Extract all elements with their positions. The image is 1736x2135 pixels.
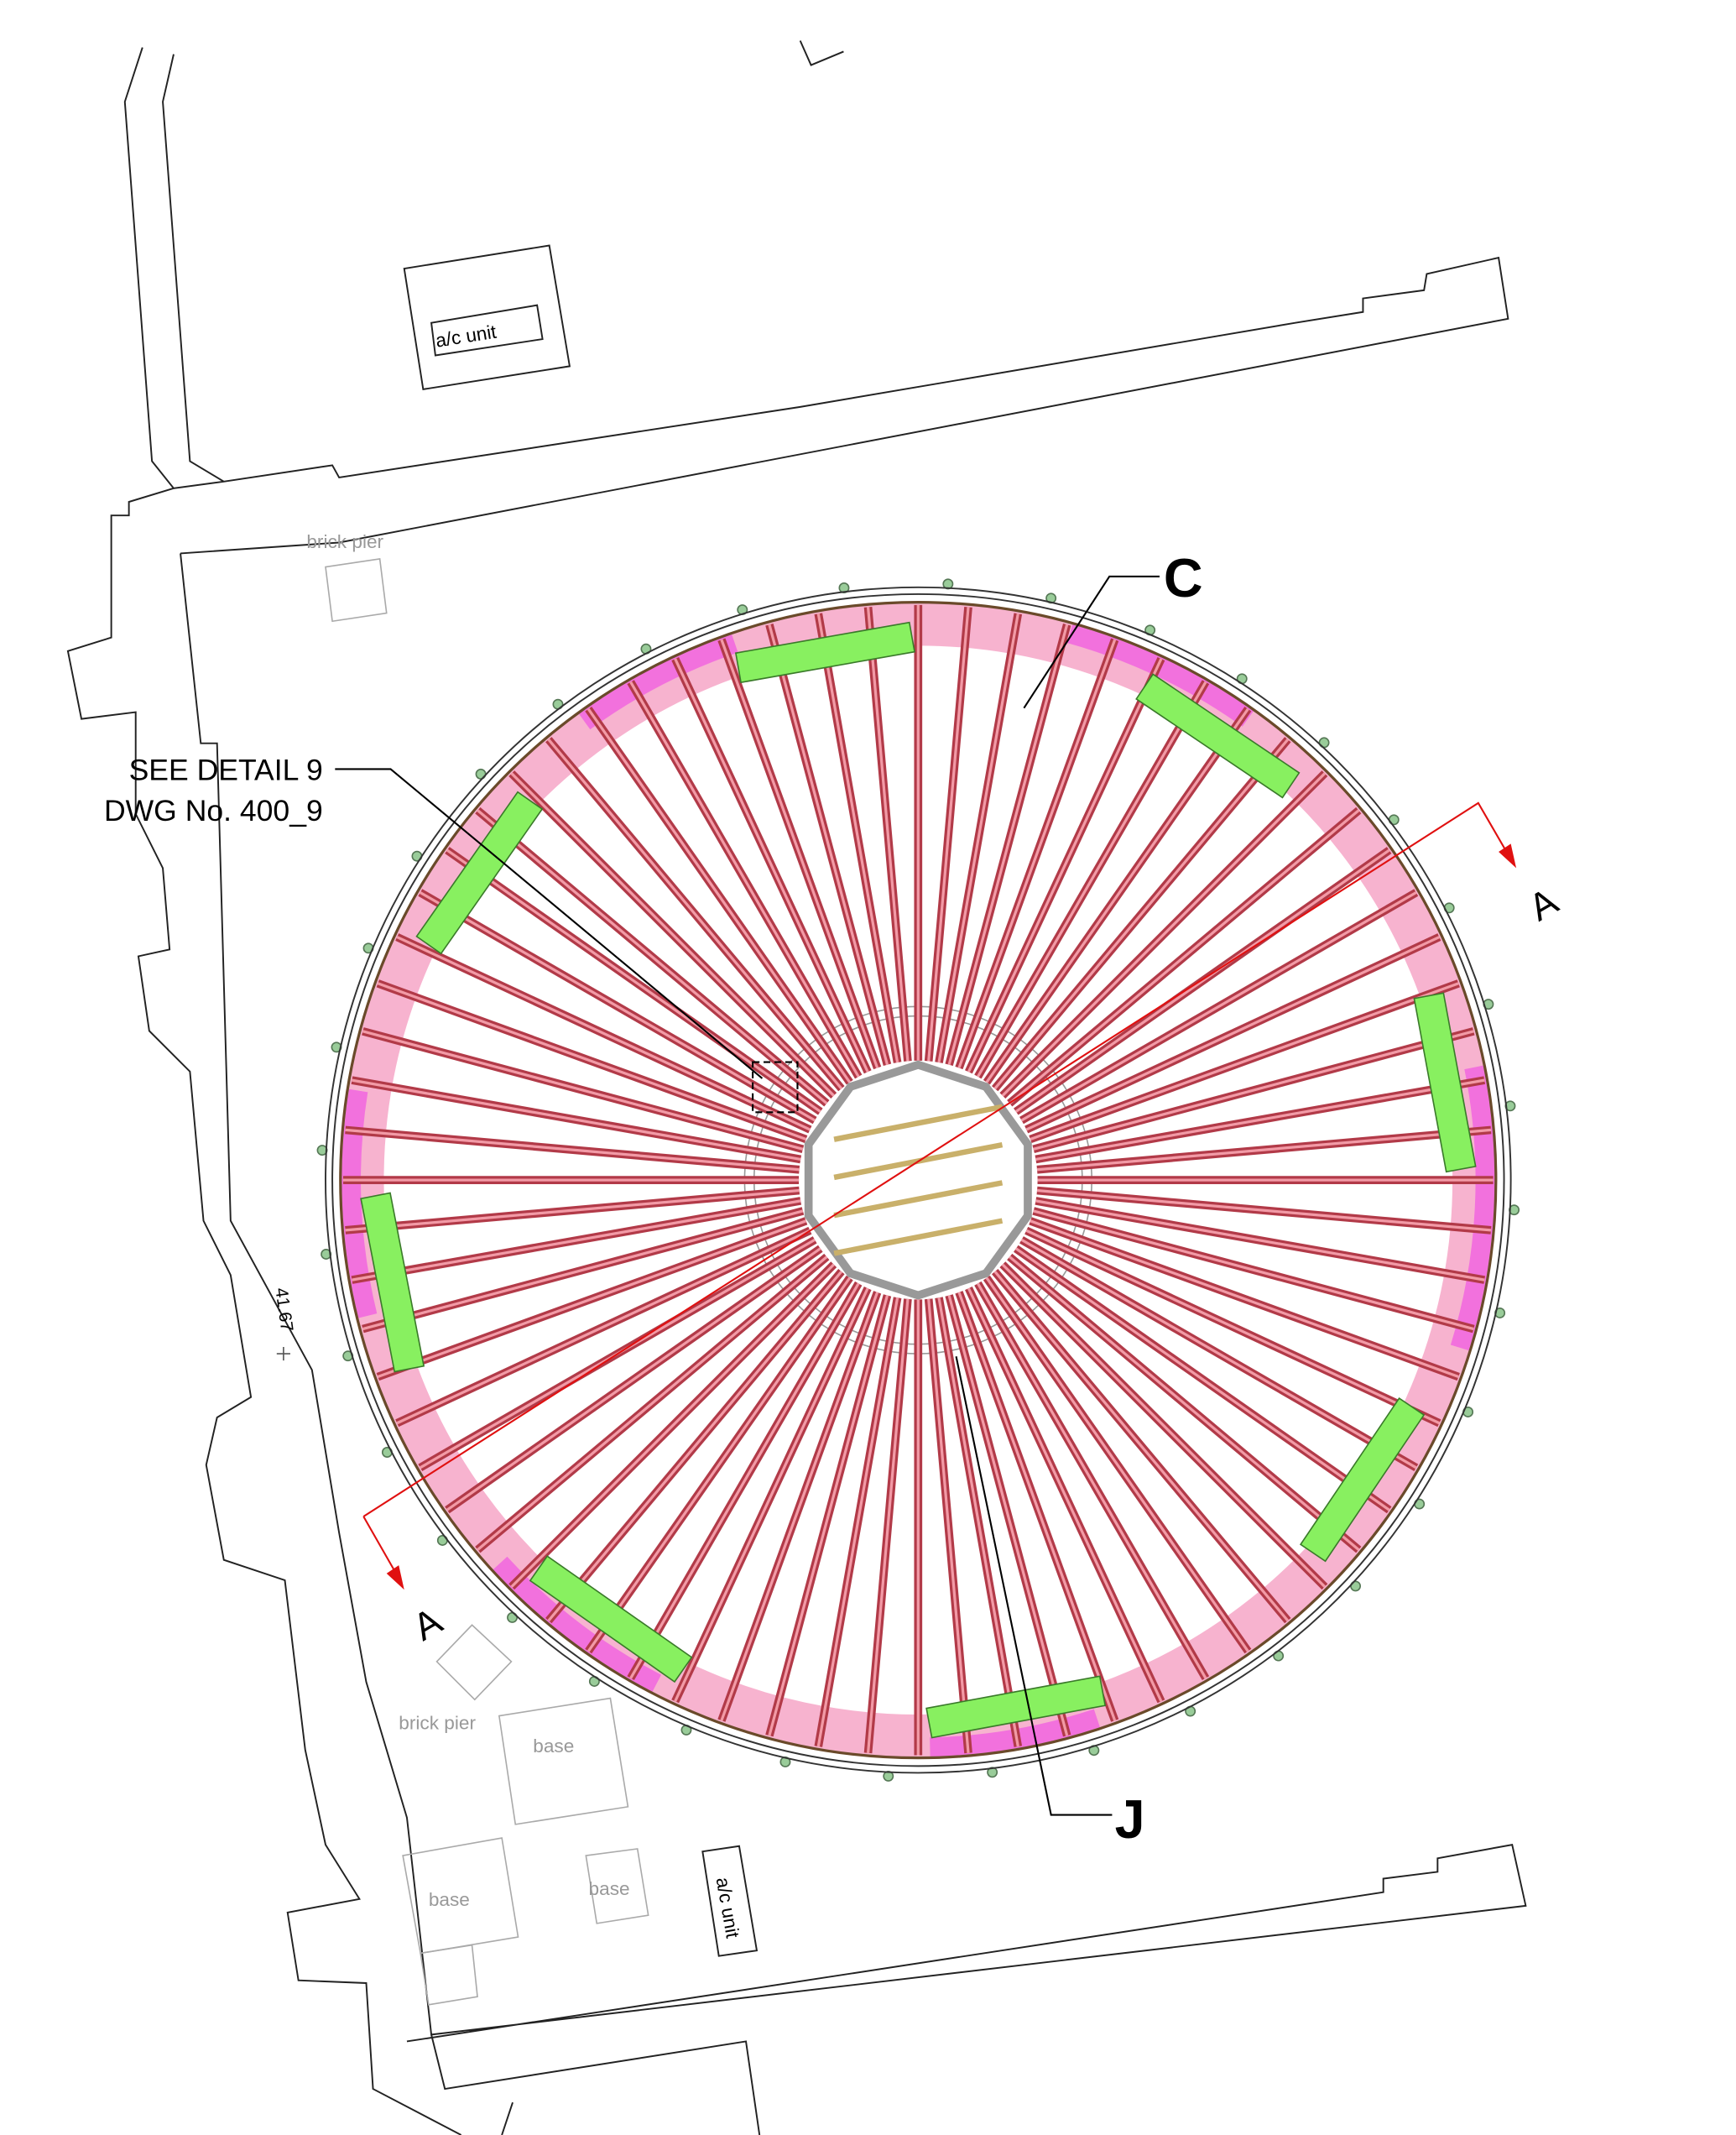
section-label: A (1521, 880, 1565, 930)
label: brick pier (306, 531, 383, 552)
label: base (589, 1878, 630, 1899)
drawing: a/c unit brick pier brick pier base base… (0, 0, 1736, 2135)
label: base (429, 1889, 470, 1910)
label: brick pier (399, 1713, 476, 1734)
dimension-mark (277, 1347, 290, 1360)
section-label: A (405, 1599, 449, 1649)
callout: J (1115, 1788, 1145, 1850)
label: a/c unit (712, 1876, 743, 1940)
compression-ring (809, 1065, 1028, 1296)
dimension: 41.67 (271, 1287, 296, 1333)
roof-frame (317, 579, 1519, 1781)
note: DWG No. 400_9 (104, 794, 323, 827)
note: SEE DETAIL 9 (129, 753, 323, 786)
label: base (533, 1736, 574, 1757)
callout: C (1164, 547, 1203, 608)
